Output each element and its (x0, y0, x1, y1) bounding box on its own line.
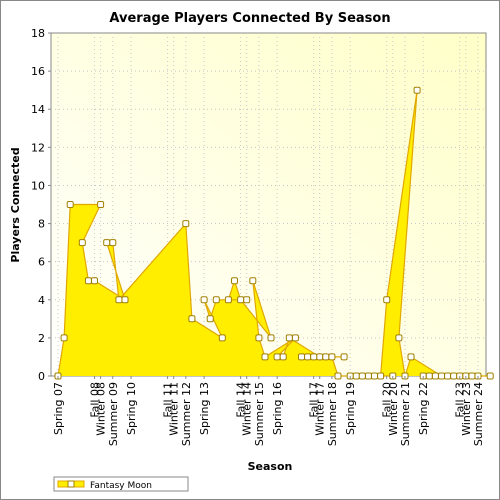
data-point (285, 334, 293, 342)
data-point (450, 372, 458, 380)
x-tick-label: Winter 14 (241, 382, 254, 436)
data-point (206, 315, 214, 323)
x-tick-label: Spring 22 (417, 382, 430, 435)
legend: Fantasy Moon (53, 476, 189, 492)
series-area-fill (58, 90, 491, 376)
x-tick-label: Fall 20 (381, 382, 394, 418)
data-point (395, 334, 403, 342)
data-point (273, 353, 281, 361)
y-tick-label: 16 (31, 65, 45, 78)
data-point (468, 372, 476, 380)
y-axis-ticks: 0 2 4 6 8 10 12 14 16 18 (31, 27, 51, 383)
x-tick-label: Fall 11 (162, 382, 175, 418)
data-point (413, 86, 421, 94)
data-point (255, 334, 263, 342)
data-point (328, 353, 336, 361)
x-tick-label: Fall 14 (235, 382, 248, 418)
y-tick-label: 4 (38, 294, 45, 307)
data-point (66, 201, 74, 208)
data-point (188, 315, 196, 323)
x-tick-label: Summer 18 (326, 382, 339, 446)
x-tick-label: Summer 12 (180, 382, 193, 446)
data-point (218, 334, 226, 342)
y-tick-label: 0 (38, 370, 45, 383)
data-point (249, 277, 257, 285)
data-point (304, 353, 312, 361)
data-point (231, 277, 238, 285)
data-point (334, 372, 342, 380)
data-point (91, 277, 98, 285)
y-tick-label: 18 (31, 27, 45, 40)
data-point (486, 372, 494, 380)
data-point (267, 334, 275, 342)
x-tick-label: Winter 23 (460, 382, 473, 436)
data-point (200, 296, 208, 304)
data-point (78, 239, 86, 247)
x-tick-label: Spring 13 (198, 382, 211, 435)
data-point (340, 353, 348, 361)
x-tick-label: Spring 19 (344, 382, 357, 435)
data-point (103, 239, 111, 247)
data-point (431, 372, 439, 380)
y-tick-label: 14 (31, 103, 45, 116)
data-point (352, 372, 360, 380)
x-tick-label: Spring 10 (125, 382, 138, 435)
data-point (109, 239, 117, 247)
x-tick-label: Summer 24 (472, 382, 485, 446)
data-point (279, 353, 287, 361)
x-tick-label: Summer 09 (107, 382, 120, 446)
x-tick-label: Spring 07 (52, 382, 65, 435)
data-point (407, 353, 415, 361)
data-point (358, 372, 366, 380)
y-tick-label: 8 (38, 218, 45, 231)
x-tick-label: Summer 21 (399, 382, 412, 446)
data-point (377, 372, 385, 380)
x-tick-label: Winter 11 (168, 382, 181, 436)
data-point (383, 296, 391, 304)
x-tick-label: Fall 23 (454, 382, 467, 418)
data-point (438, 372, 445, 380)
x-axis-label: Season (248, 460, 293, 473)
data-point (212, 296, 220, 304)
data-point (261, 353, 269, 361)
chart-title: Average Players Connected By Season (109, 11, 390, 26)
x-tick-label: Fall 08 (89, 382, 102, 418)
data-point (84, 277, 92, 285)
y-tick-label: 6 (38, 256, 45, 269)
data-point (444, 372, 452, 380)
legend-label: Fantasy Moon (90, 481, 152, 491)
x-tick-label: Winter 17 (314, 382, 327, 436)
x-tick-label: Summer 15 (253, 382, 266, 446)
x-tick-label: Fall 17 (308, 382, 321, 418)
data-point (298, 353, 305, 361)
data-point (243, 296, 251, 304)
data-point (121, 296, 129, 304)
data-point (322, 353, 330, 361)
data-point (224, 296, 232, 304)
x-tick-label: Winter 08 (95, 382, 108, 436)
legend-box (53, 476, 189, 492)
legend-marker (67, 480, 75, 488)
data-point (291, 334, 299, 342)
data-point (425, 372, 433, 380)
y-tick-label: 12 (31, 141, 45, 154)
data-point (310, 353, 318, 361)
y-tick-label: 10 (31, 179, 45, 192)
data-point (182, 220, 190, 228)
data-point (364, 372, 372, 380)
data-point (371, 372, 378, 380)
data-point (316, 353, 324, 361)
x-tick-label: Spring 16 (271, 382, 284, 435)
data-point (237, 296, 245, 304)
y-tick-label: 2 (38, 332, 45, 345)
x-tick-label: Winter 20 (387, 382, 400, 436)
data-point (60, 334, 68, 342)
y-axis-label: Players Connected (9, 147, 22, 262)
data-point (115, 296, 123, 304)
data-point (97, 201, 105, 208)
